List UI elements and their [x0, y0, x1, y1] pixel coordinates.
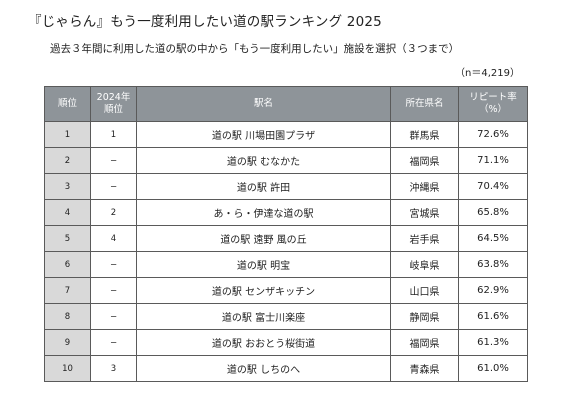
cell-prefecture: 山口県: [390, 277, 459, 304]
header-prev-rank-line1: 2024年: [96, 92, 131, 103]
cell-prev-rank: 4: [90, 225, 137, 252]
cell-station-name: 道の駅 センザキッチン: [136, 277, 391, 304]
cell-prev-rank: 3: [90, 355, 137, 382]
ranking-table: 順位 2024年 順位 駅名 所在県名 リピート率 （%） 1 1 道の駅 川場…: [44, 86, 528, 382]
cell-rank: 7: [44, 277, 91, 304]
page-subtitle: 過去３年間に利用した道の駅の中から「もう一度利用したい」施設を選択（３つまで）: [50, 43, 460, 55]
cell-prefecture: 岐阜県: [390, 251, 459, 278]
cell-prefecture: 岩手県: [390, 225, 459, 252]
cell-prev-rank: −: [90, 147, 137, 174]
table-row: 10 3 道の駅 しちのへ 青森県 61.0%: [44, 355, 528, 382]
cell-station-name: 道の駅 富士川楽座: [136, 303, 391, 330]
cell-repeat-rate: 71.1%: [458, 147, 528, 174]
cell-station-name: 道の駅 むなかた: [136, 147, 391, 174]
table-row: 5 4 道の駅 遠野 風の丘 岩手県 64.5%: [44, 225, 528, 252]
cell-repeat-rate: 63.8%: [458, 251, 528, 278]
cell-prefecture: 群馬県: [390, 121, 459, 148]
cell-prev-rank: 2: [90, 199, 137, 226]
cell-prev-rank: −: [90, 251, 137, 278]
header-prev-rank-line2: 順位: [103, 104, 123, 115]
cell-station-name: 道の駅 川場田園プラザ: [136, 121, 391, 148]
table-row: 4 2 あ・ら・伊達な道の駅 宮城県 65.8%: [44, 199, 528, 226]
cell-prefecture: 静岡県: [390, 303, 459, 330]
cell-prefecture: 福岡県: [390, 329, 459, 356]
cell-repeat-rate: 64.5%: [458, 225, 528, 252]
cell-rank: 9: [44, 329, 91, 356]
header-row: 順位 2024年 順位 駅名 所在県名 リピート率 （%）: [44, 86, 528, 122]
cell-rank: 8: [44, 303, 91, 330]
header-repeat-rate-line2: （%）: [478, 104, 508, 115]
header-repeat-rate-line1: リピート率: [469, 92, 517, 103]
cell-repeat-rate: 70.4%: [458, 173, 528, 200]
cell-prefecture: 福岡県: [390, 147, 459, 174]
cell-station-name: 道の駅 明宝: [136, 251, 391, 278]
sample-size: （n＝4,219）: [455, 68, 520, 79]
cell-repeat-rate: 72.6%: [458, 121, 528, 148]
cell-repeat-rate: 61.6%: [458, 303, 528, 330]
table-body: 1 1 道の駅 川場田園プラザ 群馬県 72.6% 2 − 道の駅 むなかた 福…: [44, 121, 528, 382]
page-title: 『じゃらん』もう一度利用したい道の駅ランキング 2025: [28, 14, 382, 30]
cell-rank: 4: [44, 199, 91, 226]
table-header: 順位 2024年 順位 駅名 所在県名 リピート率 （%）: [44, 86, 528, 122]
cell-repeat-rate: 65.8%: [458, 199, 528, 226]
cell-station-name: 道の駅 遠野 風の丘: [136, 225, 391, 252]
table-row: 8 − 道の駅 富士川楽座 静岡県 61.6%: [44, 303, 528, 330]
cell-prefecture: 沖縄県: [390, 173, 459, 200]
cell-station-name: 道の駅 許田: [136, 173, 391, 200]
cell-rank: 5: [44, 225, 91, 252]
header-prev-rank: 2024年 順位: [90, 86, 137, 122]
table-row: 1 1 道の駅 川場田園プラザ 群馬県 72.6%: [44, 121, 528, 148]
header-rank: 順位: [44, 86, 91, 122]
cell-prefecture: 青森県: [390, 355, 459, 382]
cell-prefecture: 宮城県: [390, 199, 459, 226]
cell-station-name: 道の駅 しちのへ: [136, 355, 391, 382]
header-station-name: 駅名: [136, 86, 391, 122]
cell-prev-rank: −: [90, 277, 137, 304]
table-row: 7 − 道の駅 センザキッチン 山口県 62.9%: [44, 277, 528, 304]
cell-station-name: 道の駅 おおとう桜街道: [136, 329, 391, 356]
cell-repeat-rate: 61.3%: [458, 329, 528, 356]
cell-prev-rank: 1: [90, 121, 137, 148]
cell-rank: 2: [44, 147, 91, 174]
header-prefecture: 所在県名: [390, 86, 459, 122]
header-repeat-rate: リピート率 （%）: [458, 86, 528, 122]
cell-prev-rank: −: [90, 173, 137, 200]
table-row: 9 − 道の駅 おおとう桜街道 福岡県 61.3%: [44, 329, 528, 356]
table-row: 6 − 道の駅 明宝 岐阜県 63.8%: [44, 251, 528, 278]
cell-repeat-rate: 62.9%: [458, 277, 528, 304]
cell-rank: 3: [44, 173, 91, 200]
table-row: 2 − 道の駅 むなかた 福岡県 71.1%: [44, 147, 528, 174]
cell-rank: 1: [44, 121, 91, 148]
cell-repeat-rate: 61.0%: [458, 355, 528, 382]
table-row: 3 − 道の駅 許田 沖縄県 70.4%: [44, 173, 528, 200]
cell-prev-rank: −: [90, 329, 137, 356]
cell-station-name: あ・ら・伊達な道の駅: [136, 199, 391, 226]
cell-prev-rank: −: [90, 303, 137, 330]
cell-rank: 6: [44, 251, 91, 278]
cell-rank: 10: [44, 355, 91, 382]
